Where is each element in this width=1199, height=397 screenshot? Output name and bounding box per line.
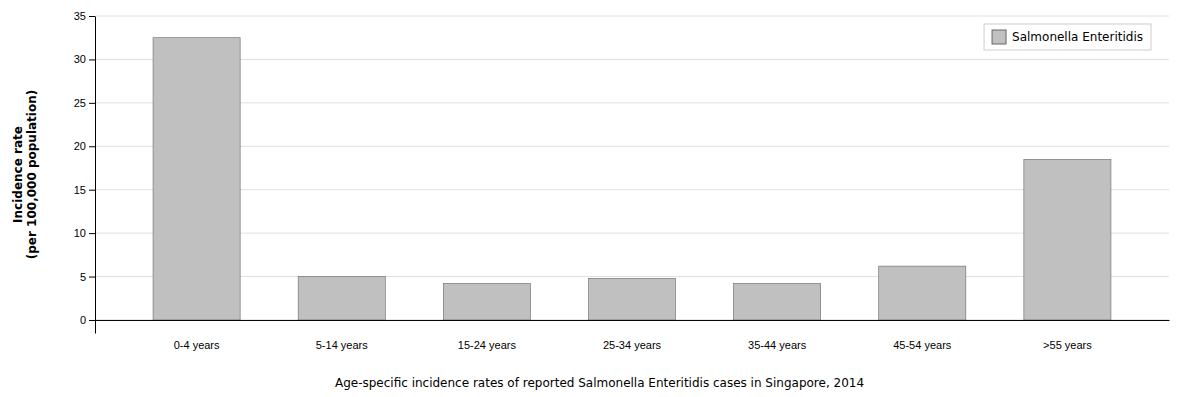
bar — [153, 38, 240, 320]
chart-svg: 0 5 10 15 20 25 30 35 0-4 years 5-14 years 15-24 y… — [0, 0, 1199, 397]
x-tick-label: 45-54 years — [893, 339, 952, 351]
grid-line — [95, 59, 1169, 60]
bar — [879, 266, 966, 320]
y-tick-label: 35 — [74, 10, 86, 22]
x-tick-label: 15-24 years — [458, 339, 517, 351]
grid-line — [95, 189, 1169, 190]
y-tick-mark — [89, 103, 95, 104]
y-tick: 20 — [74, 140, 95, 152]
x-tick: 25-34 years — [603, 320, 662, 351]
bar — [1024, 159, 1111, 320]
y-tick-mark — [89, 233, 95, 234]
y-tick-label: 20 — [74, 140, 86, 152]
x-axis: 0-4 years 5-14 years 15-24 years 25-34 year… — [96, 320, 1170, 351]
y-tick: 5 — [80, 271, 95, 283]
y-tick-mark — [89, 146, 95, 147]
x-tick-label: 5-14 years — [316, 339, 368, 351]
y-tick-label: 25 — [74, 97, 86, 109]
y-axis: 0 5 10 15 20 25 30 35 — [74, 10, 96, 333]
grid-line — [95, 102, 1169, 103]
y-tick: 10 — [74, 227, 95, 239]
x-tick: 0-4 years — [174, 320, 220, 351]
legend-swatch — [992, 30, 1006, 44]
grid-line — [95, 16, 1169, 17]
y-tick: 25 — [74, 97, 95, 109]
legend-frame — [984, 24, 1151, 50]
bar — [443, 283, 530, 319]
x-tick: 35-44 years — [748, 320, 807, 351]
grid-line — [95, 233, 1169, 234]
x-axis-line — [96, 320, 1170, 321]
y-tick: 15 — [74, 184, 95, 196]
plot: 0 5 10 15 20 25 30 35 0-4 years 5-14 years 15-24 y… — [74, 10, 1170, 351]
x-tick: 45-54 years — [893, 320, 952, 351]
legend-item: Salmonella Enteritidis — [992, 30, 1143, 44]
bars — [153, 38, 1111, 320]
legend: Salmonella Enteritidis — [984, 24, 1151, 50]
y-tick-mark — [89, 16, 95, 17]
bar — [588, 278, 675, 320]
x-tick: 15-24 years — [458, 320, 517, 351]
y-tick-mark — [89, 277, 95, 278]
y-tick-label: 30 — [74, 53, 86, 65]
y-tick-mark — [89, 320, 95, 321]
y-tick: 0 — [80, 314, 95, 326]
y-tick-label: 5 — [80, 271, 86, 283]
x-tick: >55 years — [1043, 320, 1092, 351]
title: Age-specific incidence rates of reported… — [335, 376, 864, 390]
bar — [298, 277, 385, 320]
y-tick-mark — [89, 190, 95, 191]
y-tick: 35 — [74, 10, 95, 22]
x-tick-label: 0-4 years — [174, 339, 220, 351]
y-tick-mark — [89, 59, 95, 60]
y-axis-title: Incidence rate(per 100,000 population) — [11, 90, 39, 259]
bar — [734, 283, 821, 319]
y-axis-line — [95, 17, 96, 334]
legend-label: Salmonella Enteritidis — [1012, 30, 1143, 44]
y-tick-label: 15 — [74, 184, 86, 196]
x-tick-label: 35-44 years — [748, 339, 807, 351]
x-tick-label: 25-34 years — [603, 339, 662, 351]
y-tick-label: 0 — [80, 314, 86, 326]
x-tick: 5-14 years — [316, 320, 368, 351]
x-tick-label: >55 years — [1043, 339, 1092, 351]
y-tick-label: 10 — [74, 227, 86, 239]
grid — [95, 16, 1169, 320]
grid-line — [95, 146, 1169, 147]
y-tick: 30 — [74, 53, 95, 65]
grid-line — [95, 276, 1169, 277]
